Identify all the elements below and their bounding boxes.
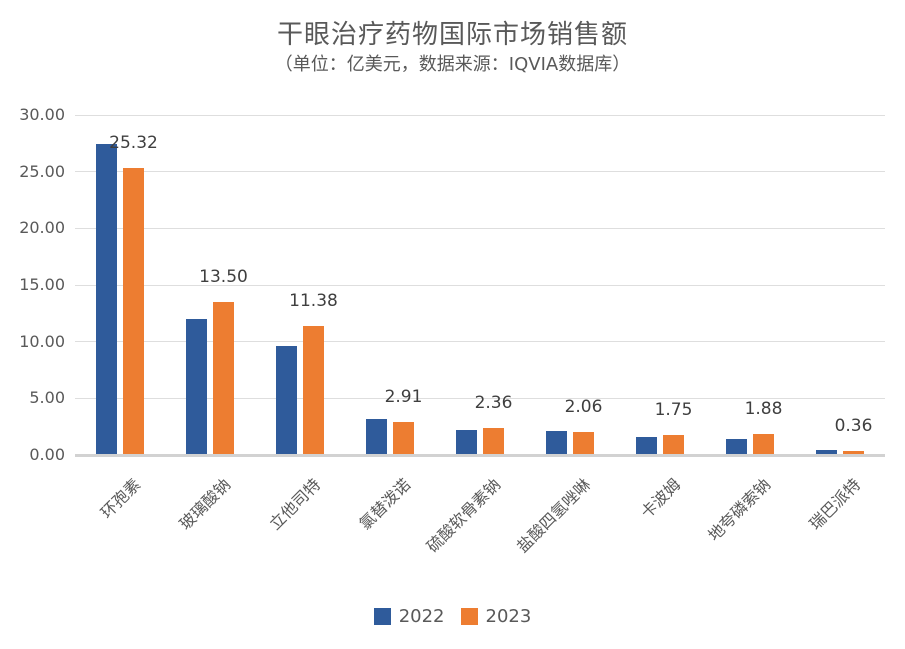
y-axis-tick-label: 30.00 <box>19 105 65 124</box>
bar-2022-7 <box>726 439 747 455</box>
data-label-2023-2: 11.38 <box>289 291 338 312</box>
legend-item-2023: 2023 <box>460 606 532 627</box>
legend-swatch-2022 <box>373 608 391 625</box>
data-label-2023-6: 1.75 <box>654 400 693 421</box>
chart-legend: 2022 2023 <box>0 606 905 627</box>
legend-item-2022: 2022 <box>373 606 445 627</box>
category-label-1: 玻璃酸钠 <box>175 474 235 534</box>
gridline-y-15 <box>75 284 885 286</box>
y-axis-tick-label: 0.00 <box>29 445 65 464</box>
data-label-2023-8: 0.36 <box>834 415 873 436</box>
data-label-2023-1: 13.50 <box>199 267 248 287</box>
data-label-2023-7: 1.88 <box>744 398 783 419</box>
bar-2023-4 <box>483 428 504 455</box>
bar-2022-6 <box>636 436 657 455</box>
gridline-y-10 <box>75 341 885 343</box>
y-axis-tick-label: 10.00 <box>19 331 65 351</box>
bar-2023-0 <box>123 168 144 455</box>
category-label-5: 盐酸四氢唑啉 <box>512 474 595 557</box>
chart-subtitle: （单位：亿美元，数据来源：IQVIA数据库） <box>274 54 631 75</box>
bar-2022-3 <box>366 419 387 455</box>
x-axis-line <box>75 454 885 457</box>
bar-2023-2 <box>303 326 324 455</box>
bar-2022-0 <box>96 143 117 455</box>
chart-title: 干眼治疗药物国际市场销售额 <box>276 20 628 50</box>
bar-2023-8 <box>843 450 864 455</box>
category-label-4: 硫酸软骨素钠 <box>422 474 505 557</box>
category-label-2: 立他司特 <box>265 474 325 534</box>
data-label-2023-0: 25.32 <box>109 133 158 154</box>
gridline-y-25 <box>75 171 885 173</box>
gridline-y-5 <box>75 397 885 399</box>
bar-2022-2 <box>276 345 297 455</box>
gridline-y-30 <box>75 114 885 116</box>
bar-2023-5 <box>573 431 594 455</box>
category-label-0: 环孢素 <box>96 474 145 523</box>
category-label-3: 氯替泼诺 <box>355 474 415 534</box>
category-label-8: 瑞巴派特 <box>805 474 865 534</box>
data-label-2023-3: 2.91 <box>384 387 423 408</box>
data-label-2023-4: 2.36 <box>474 393 513 414</box>
legend-label-2022: 2022 <box>398 606 445 627</box>
y-axis-tick-label: 5.00 <box>29 388 65 408</box>
bar-2022-8 <box>816 450 837 455</box>
y-axis-tick-label: 20.00 <box>19 218 65 238</box>
data-label-2023-5: 2.06 <box>564 396 603 417</box>
category-label-7: 地夸磷索钠 <box>704 474 775 545</box>
bar-2023-6 <box>663 435 684 455</box>
legend-label-2023: 2023 <box>485 606 532 627</box>
category-label-6: 卡波姆 <box>636 474 685 523</box>
bar-2022-5 <box>546 431 567 455</box>
legend-swatch-2023 <box>460 608 478 625</box>
y-axis-tick-label: 25.00 <box>19 161 65 181</box>
bar-2023-1 <box>213 302 234 455</box>
y-axis-tick-label: 15.00 <box>19 275 65 294</box>
bar-2022-4 <box>456 429 477 455</box>
gridline-y-20 <box>75 227 885 229</box>
bar-2023-7 <box>753 433 774 455</box>
bar-2022-1 <box>186 319 207 455</box>
bar-2023-3 <box>393 422 414 455</box>
